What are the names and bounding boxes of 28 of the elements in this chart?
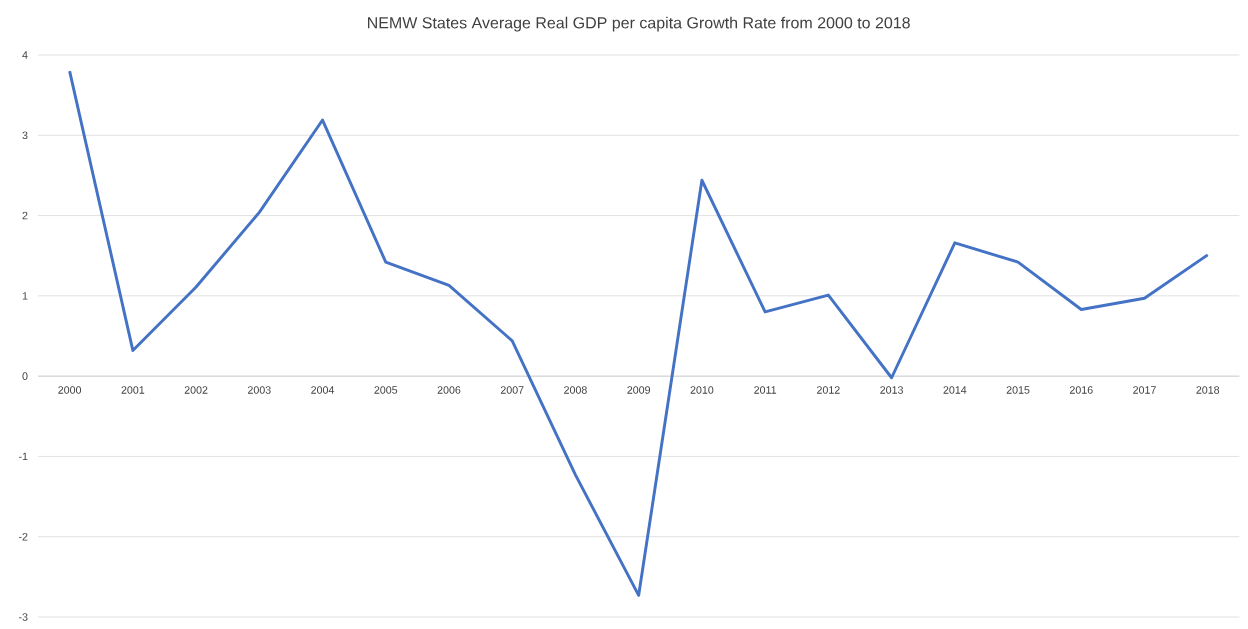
x-tick-label: 2014 <box>943 386 967 394</box>
x-tick-label: 2011 <box>754 386 777 394</box>
y-tick-label: 0 <box>22 372 28 380</box>
x-tick-label: 2005 <box>374 386 398 394</box>
x-tick-label: 2010 <box>690 386 714 394</box>
x-tick-label: 2016 <box>1069 386 1093 394</box>
x-tick-label: 2008 <box>564 386 587 394</box>
chart-title: NEMW States Average Real GDP per capita Growth Rate from 2000 to 2018 <box>368 16 910 32</box>
y-tick-label: 3 <box>22 131 28 140</box>
x-tick-label: 2017 <box>1133 386 1156 394</box>
y-tick-label: 4 <box>22 51 28 59</box>
x-tick-label: 2009 <box>627 386 651 394</box>
x-tick-label: 2015 <box>1006 386 1030 394</box>
x-tick-label: 2012 <box>817 386 840 394</box>
x-tick-label: 2006 <box>437 386 461 394</box>
x-tick-label: 2001 <box>121 386 145 394</box>
x-tick-label: 2007 <box>500 386 524 394</box>
y-tick-label: -1 <box>18 452 28 461</box>
x-tick-label: 2002 <box>184 386 208 394</box>
x-tick-label: 2013 <box>880 386 903 394</box>
x-tick-label: 2004 <box>311 386 335 394</box>
y-tick-label: -2 <box>18 532 28 541</box>
y-tick-label: -3 <box>18 613 28 621</box>
y-tick-label: 1 <box>22 292 28 300</box>
x-tick-label: 2000 <box>58 386 82 394</box>
x-tick-label: 2003 <box>247 386 271 394</box>
y-tick-label: 2 <box>22 211 28 220</box>
x-tick-label: 2018 <box>1196 386 1220 394</box>
